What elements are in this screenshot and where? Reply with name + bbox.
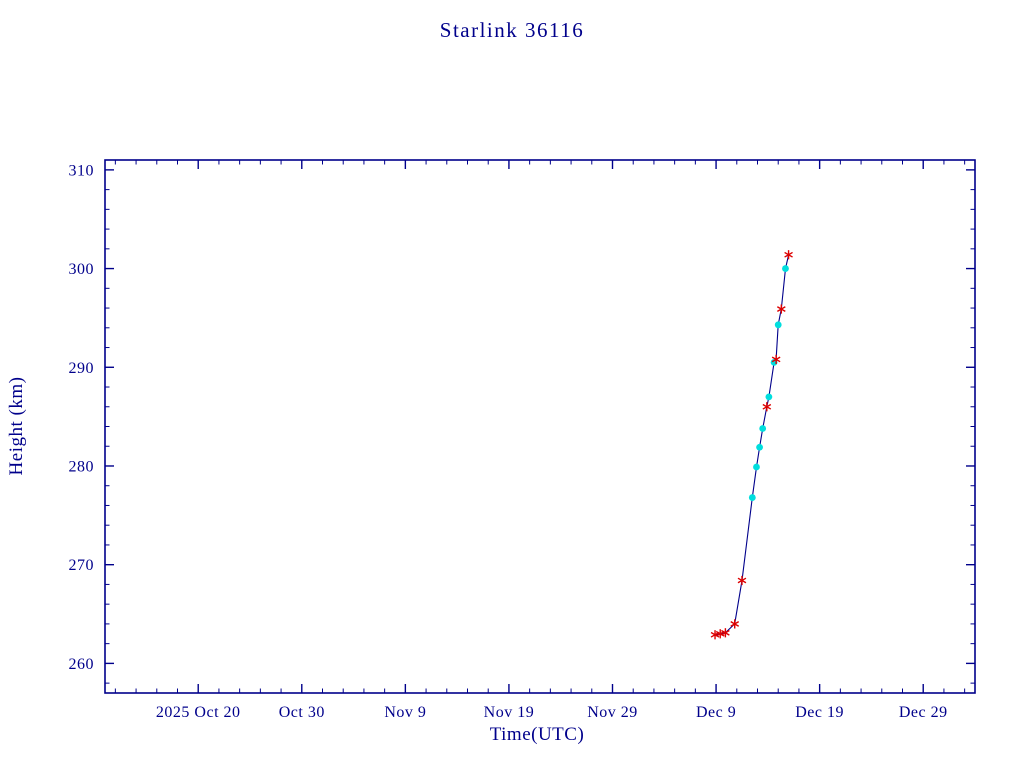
x-tick-label: Nov 29 — [587, 704, 638, 721]
cyan-dot-marker — [759, 425, 767, 432]
cyan-dot-marker — [774, 321, 782, 329]
x-axis-ticks: 2025 Oct 20 Oct 30 Nov 9 Nov 19 Nov 29 Dec 9 D… — [156, 160, 948, 721]
x-tick-label: Dec 29 — [899, 704, 948, 721]
y-tick-label: 270 — [69, 557, 95, 574]
x-tick-label: 2025 Oct 20 — [156, 704, 241, 721]
y-minor-ticks — [105, 189, 975, 684]
x-tick-label: Dec 9 — [696, 704, 736, 721]
red-asterisk-marker — [771, 354, 781, 364]
y-tick-label: 300 — [69, 261, 95, 278]
x-axis-title: Time(UTC) — [490, 724, 585, 745]
y-axis-ticks: 260 270 280 290 300 310 — [69, 162, 975, 673]
cyan-dot-marker — [756, 443, 763, 451]
x-tick-label: Dec 19 — [795, 704, 844, 721]
cyan-dot-marker — [753, 463, 760, 471]
x-minor-ticks — [114, 160, 966, 693]
y-tick-label: 280 — [69, 458, 95, 475]
y-tick-label: 290 — [69, 360, 95, 377]
cyan-dot-marker — [782, 265, 789, 272]
cyan-dot-marker — [748, 494, 756, 501]
red-asterisk-marker — [762, 402, 772, 412]
x-tick-label: Nov 9 — [384, 704, 426, 721]
plot-border — [104, 159, 976, 694]
x-tick-label: Nov 19 — [484, 704, 535, 721]
y-axis-title: Height (km) — [6, 377, 27, 476]
red-asterisk-marker — [710, 630, 720, 640]
chart-title: Starlink 36116 — [440, 18, 584, 42]
red-asterisk-marker — [715, 629, 725, 639]
red-asterisk-marker — [721, 628, 730, 638]
cyan-dot-marker — [765, 393, 773, 401]
red-asterisk-marker — [737, 575, 747, 586]
height-trend-line — [714, 254, 790, 636]
y-tick-label: 310 — [69, 162, 95, 179]
red-asterisk-marker — [776, 304, 786, 314]
x-tick-label: Oct 30 — [279, 704, 325, 721]
y-tick-label: 260 — [69, 656, 95, 673]
red-asterisk-marker — [784, 250, 793, 260]
red-asterisk-marker — [730, 619, 740, 629]
plot-area: 2025 Oct 20 Oct 30 Nov 9 Nov 19 Nov 29 Dec 9 D… — [69, 159, 976, 721]
